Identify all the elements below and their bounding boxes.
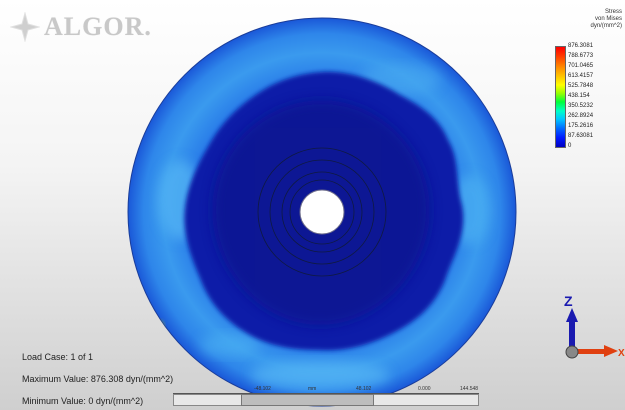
- algor-logo: ALGOR.: [10, 9, 180, 45]
- legend-tick-label: 262.8924: [568, 113, 594, 119]
- logo-text: ALGOR.: [44, 12, 152, 41]
- mesh-ring: [289, 179, 355, 245]
- slider-divider: [173, 393, 479, 394]
- mesh-ring: [281, 171, 363, 253]
- legend-color-bar: [555, 46, 566, 148]
- mesh-ring: [257, 147, 387, 277]
- legend-title-line: dyn/(mm^2): [590, 23, 623, 29]
- legend-tick-label: 525.7848: [568, 83, 594, 89]
- logo-star-icon: [10, 12, 40, 42]
- legend-title-line: Stress: [604, 9, 622, 15]
- section-slider-thumb[interactable]: [241, 394, 374, 406]
- legend-tick-label: 350.5232: [568, 103, 594, 109]
- orientation-triad[interactable]: Z X: [556, 290, 625, 370]
- legend-tick-label: 613.4157: [568, 73, 594, 79]
- light-stress-patch: [200, 333, 260, 357]
- max-value-label: Maximum Value: 876.308 dyn/(mm^2): [22, 374, 174, 384]
- legend-tick-label: 87.63081: [568, 133, 594, 139]
- legend-title: Stress von Mises dyn/(mm^2): [552, 9, 623, 30]
- z-axis-arrow-icon: [566, 308, 578, 322]
- slider-label-end: 144.548: [460, 386, 479, 392]
- legend-tick-label: 175.2616: [568, 123, 594, 129]
- slider-label-min: -48.102: [254, 386, 271, 392]
- slider-label-max: 48.102: [356, 386, 372, 392]
- triad-origin: [565, 345, 579, 359]
- min-value-label: Minimum Value: 0 dyn/(mm^2): [22, 396, 144, 406]
- light-stress-patch: [250, 361, 390, 389]
- center-hole: [299, 189, 345, 235]
- load-case-label: Load Case: 1 of 1: [22, 352, 94, 362]
- legend-tick-label: 438.154: [568, 93, 590, 99]
- legend-tick-label: 876.3081: [568, 43, 594, 49]
- mesh-ring: [269, 159, 375, 265]
- x-axis-arrow-icon: [604, 345, 618, 357]
- slider-label-zero: 0.000: [418, 386, 431, 392]
- z-axis-shaft: [569, 320, 575, 352]
- legend-tick-label: 701.0465: [568, 63, 594, 69]
- triad-x-label: X: [618, 348, 625, 359]
- legend-tick-label: 788.6773: [568, 53, 594, 59]
- triad-z-label: Z: [564, 293, 573, 309]
- legend-title-line: von Mises: [594, 16, 622, 22]
- x-axis-shaft: [574, 349, 606, 354]
- slider-label-unit: mm: [308, 386, 317, 392]
- legend-tick-label: 0: [568, 143, 572, 149]
